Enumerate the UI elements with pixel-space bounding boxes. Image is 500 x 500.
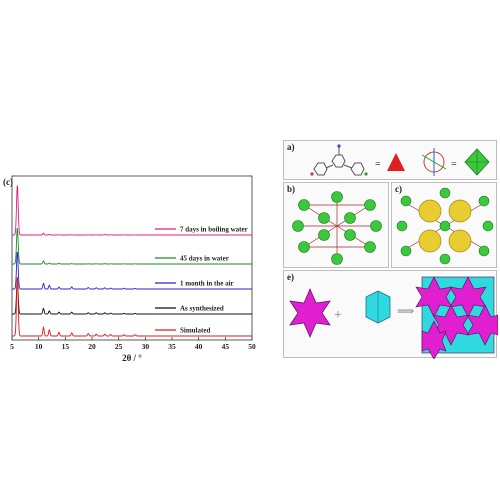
series-line-0 — [12, 185, 252, 236]
legend-label-3: As synthesized — [180, 305, 224, 313]
series-line-3 — [12, 279, 252, 315]
green-clusters-c — [396, 187, 494, 265]
x-tick-label: 25 — [115, 342, 123, 351]
star-polyhedron-icon — [289, 287, 331, 339]
panel-c: b) c) — [391, 182, 497, 268]
x-tick-label: 10 — [35, 342, 43, 351]
x-tick-label: 40 — [195, 342, 203, 351]
xrd-plot: 5 10 15 20 25 30 35 40 45 50 2θ / ° 7 days in boili… — [10, 175, 256, 363]
cluster-sketch-icon — [421, 148, 447, 176]
panel-label-e: e) — [287, 272, 294, 282]
x-tick-label: 50 — [248, 342, 256, 351]
green-clusters — [292, 191, 382, 265]
ligand-structure-icon — [310, 144, 368, 176]
tiled-network — [415, 276, 498, 359]
linker-lines — [298, 197, 376, 259]
tiling-figure: + ⟹ — [289, 276, 498, 359]
octahedron-icon — [464, 148, 490, 176]
panel-label-a: a) — [287, 142, 295, 152]
legend-label-2: 1 month in the air — [180, 280, 234, 288]
arrow-icon: ⟹ — [397, 304, 414, 318]
equals-sign-1: = — [375, 159, 381, 170]
panel-e: e) + ⟹ — [283, 270, 498, 359]
x-tick-label: 15 — [62, 342, 70, 351]
legend-label-1: 45 days in water — [180, 255, 229, 263]
cage-spheres-figure — [396, 187, 494, 265]
framework-cluster-figure — [292, 191, 382, 265]
series-line-1 — [12, 227, 252, 265]
yellow-spheres — [418, 199, 472, 253]
panel-a: a) = = — [283, 140, 497, 180]
plus-icon: + — [334, 308, 342, 323]
x-tick-label: 20 — [88, 342, 96, 351]
x-axis-title: 2θ / ° — [122, 353, 142, 363]
legend-label-0: 7 days in boiling water — [180, 226, 248, 234]
x-tick-label: 35 — [168, 342, 176, 351]
legend-label-4: Simulated — [180, 327, 210, 335]
plot-frame — [11, 175, 253, 341]
equals-sign-2: = — [451, 159, 457, 170]
triangle-icon — [387, 153, 405, 171]
panel-label-c-right: c) — [395, 184, 402, 194]
x-tick-label: 5 — [10, 342, 14, 351]
panel-label-b: b) — [287, 184, 296, 194]
panel-label-c: (c) — [3, 177, 13, 187]
series-line-4 — [12, 277, 252, 337]
ligand-and-cluster-figure: = = — [310, 144, 490, 176]
series-line-2 — [12, 251, 252, 290]
panel-b: b) — [283, 182, 389, 268]
x-tick-label: 45 — [222, 342, 230, 351]
x-tick-label: 30 — [142, 342, 150, 351]
